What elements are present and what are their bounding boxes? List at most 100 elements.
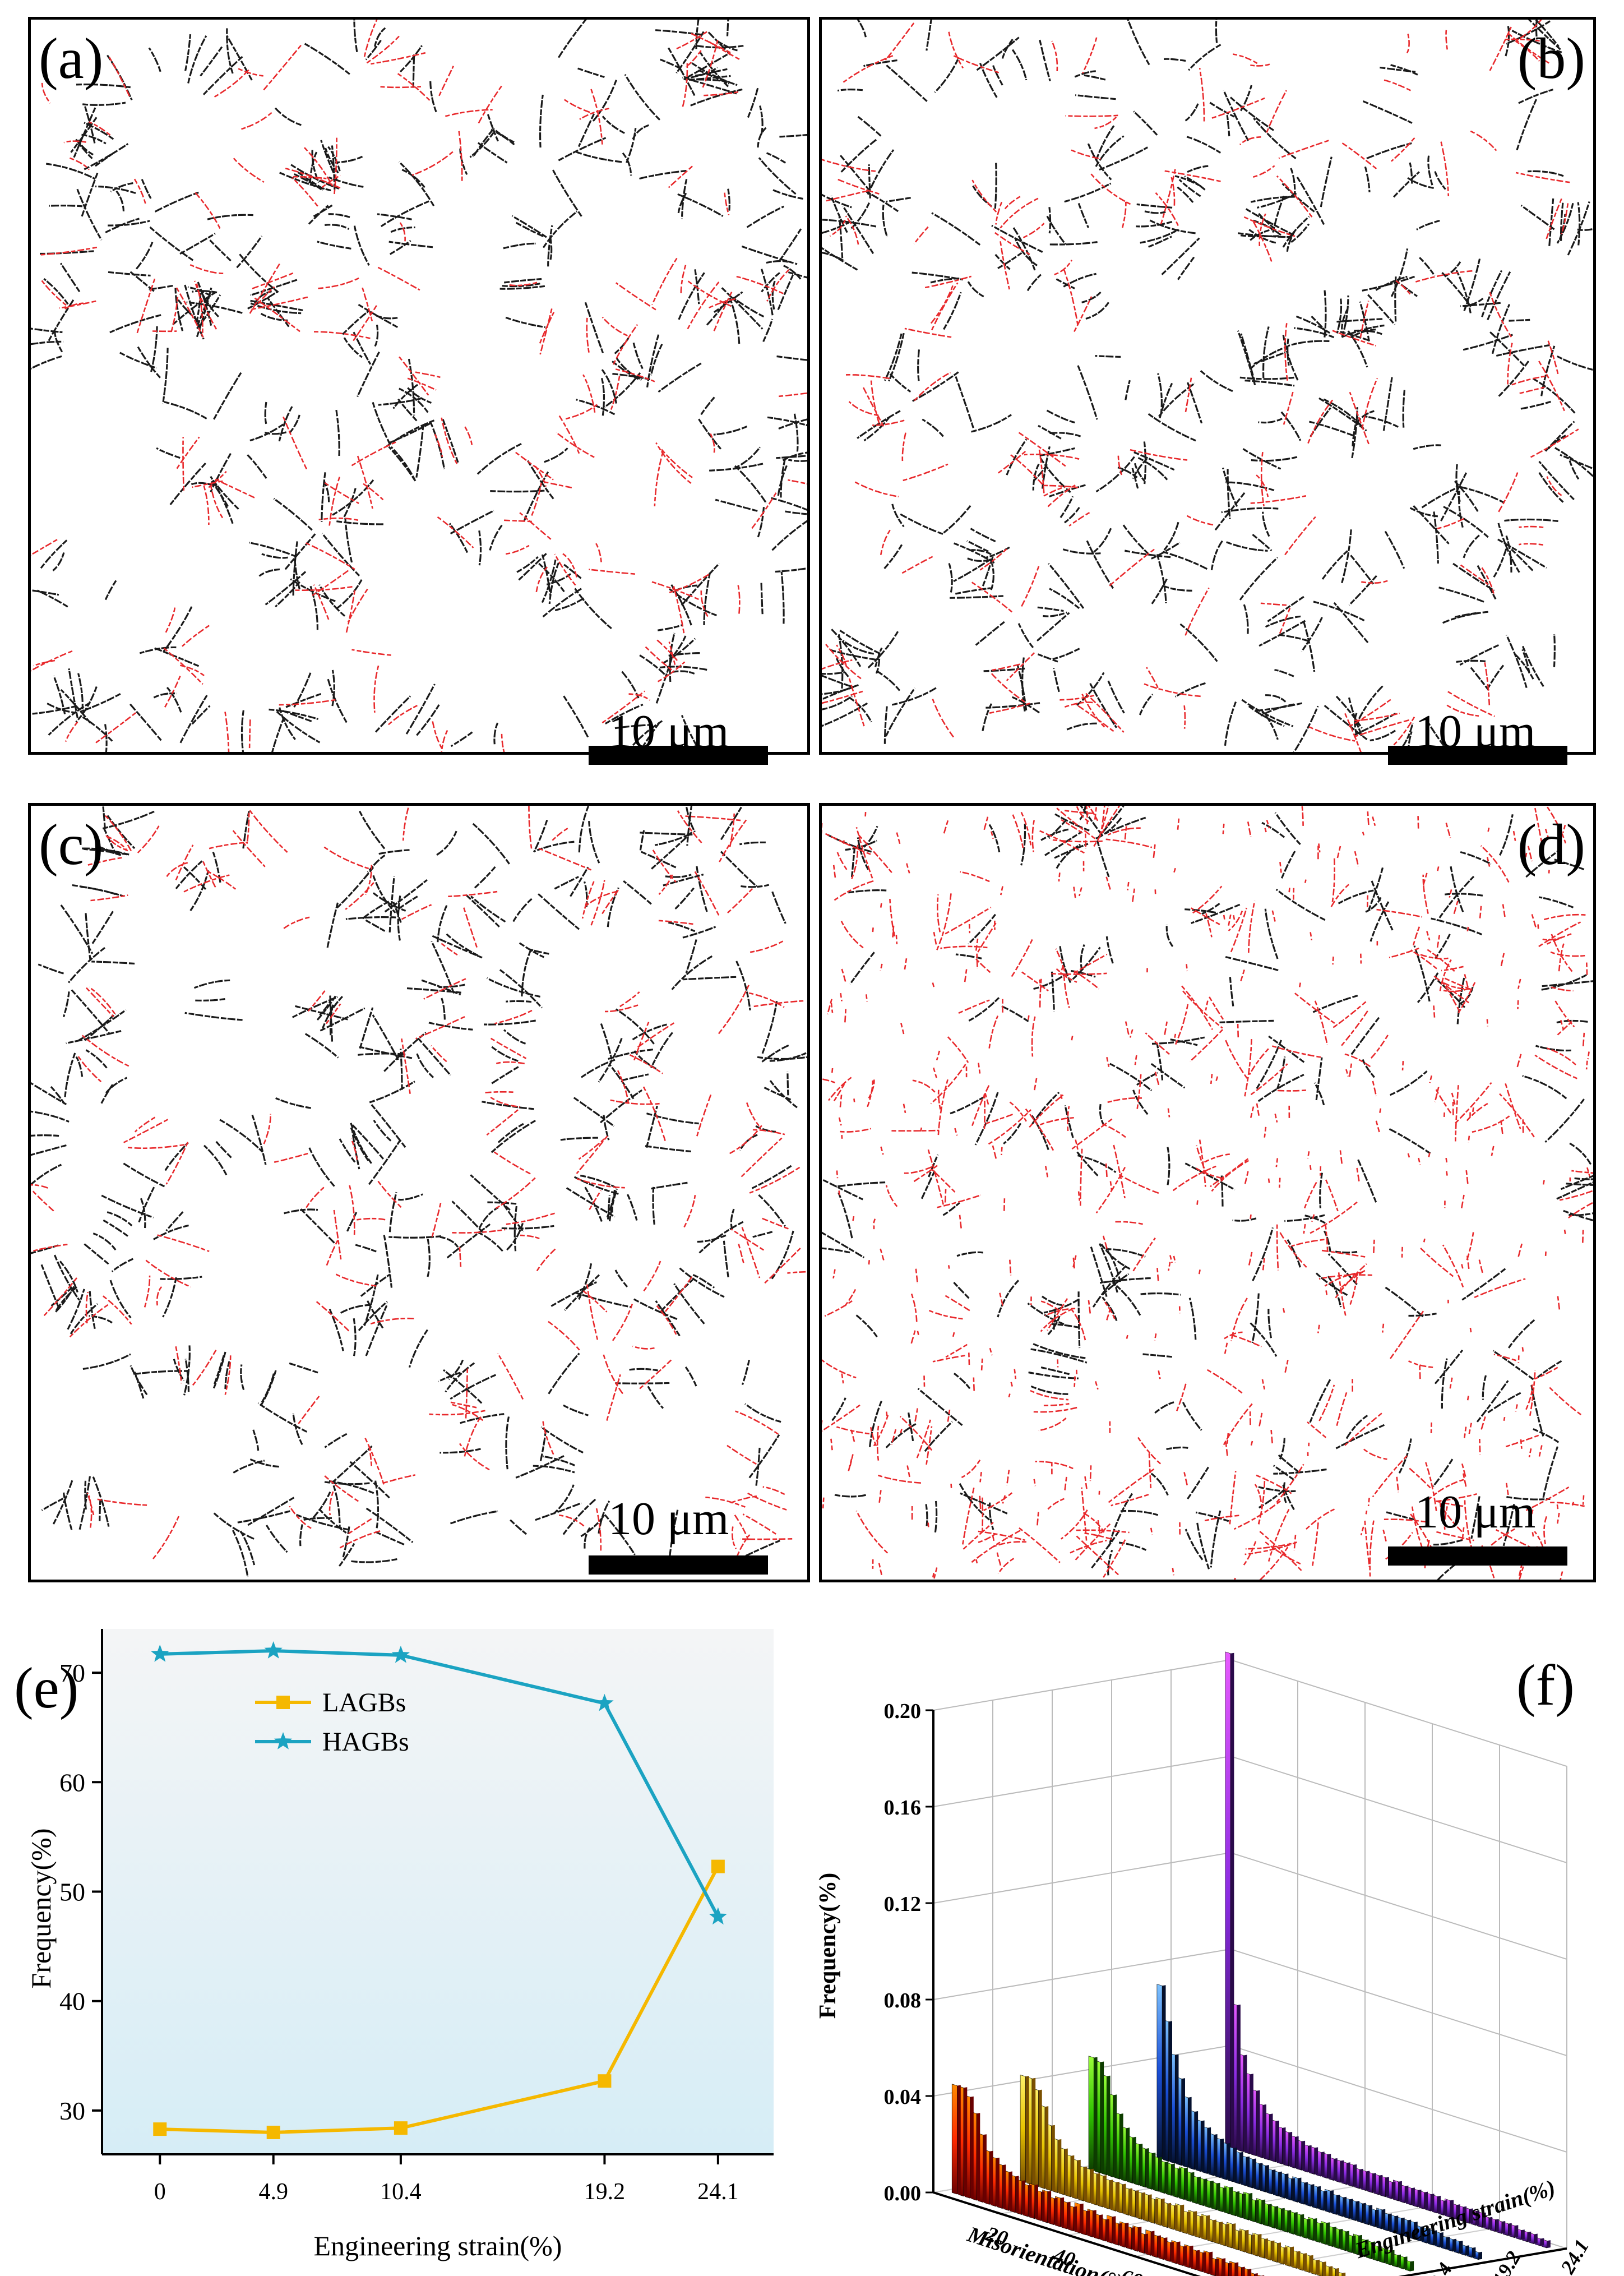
bar-side: [1151, 2153, 1156, 2190]
bar-side: [1282, 2127, 1286, 2164]
bar-side: [1090, 2168, 1094, 2203]
panel-label-d: (d): [1517, 812, 1585, 877]
data-point-LAGBs: [153, 2122, 167, 2136]
bar-side: [1128, 2188, 1132, 2215]
bar-side: [1321, 2152, 1325, 2177]
bar-side: [1294, 2212, 1298, 2235]
bar-side: [1271, 2240, 1275, 2260]
bar-side: [1099, 2214, 1103, 2240]
y-tick-label-e: 70: [59, 1659, 85, 1687]
bar-side: [1188, 2097, 1192, 2168]
y-tick-label-f: 24.1: [1556, 2236, 1594, 2276]
bar: [1156, 1984, 1163, 2160]
series-bars-4.9: [1020, 2074, 1346, 2276]
bar-side: [1314, 2147, 1318, 2175]
bar-side: [1206, 2215, 1210, 2240]
bar-side: [1256, 2090, 1260, 2156]
bar-side: [1381, 2209, 1386, 2229]
bar-side: [1174, 2205, 1178, 2230]
bar: [951, 2084, 957, 2195]
bar-side: [1334, 2158, 1338, 2181]
bar-side: [1521, 2229, 1525, 2240]
bar-side: [1540, 2238, 1544, 2246]
bar-side: [1259, 2163, 1263, 2190]
bar-side: [1391, 2250, 1395, 2265]
legend-marker-LAGBs: [276, 1696, 290, 1709]
panel-d: (d) 10 μm: [819, 803, 1596, 1582]
bar-side: [1158, 2157, 1162, 2192]
bar-side: [1366, 2171, 1370, 2191]
bar-side: [1345, 2231, 1349, 2251]
bar-side: [1332, 2227, 1336, 2247]
bar-side: [1214, 2134, 1218, 2176]
bar-side: [1482, 2212, 1486, 2228]
bar-side: [1534, 2233, 1538, 2244]
bar-side: [1144, 2233, 1148, 2254]
bar-side: [1316, 2259, 1320, 2275]
bar-side: [989, 2150, 993, 2205]
bar-side: [1388, 2213, 1392, 2231]
bar-side: [1284, 2247, 1288, 2265]
z-tick-label-f: 0.00: [884, 2182, 922, 2205]
bar-side: [1295, 2136, 1299, 2168]
bar-side: [1118, 2223, 1122, 2246]
y-tick-label-e: 60: [59, 1768, 85, 1797]
z-tick-label-f: 0.04: [884, 2085, 922, 2109]
bar-side: [1329, 2266, 1333, 2276]
bar-side: [1265, 2165, 1269, 2192]
hagb-boundaries: [822, 806, 1593, 1580]
bar-side: [1478, 2251, 1482, 2260]
bar-side: [1310, 2255, 1313, 2273]
bar-side: [1236, 2191, 1239, 2216]
bar-side: [1125, 2222, 1129, 2247]
bar-side: [1322, 2261, 1326, 2276]
bar-side: [1508, 2223, 1512, 2236]
bar-side: [1269, 2113, 1273, 2160]
bar-side: [1254, 2273, 1258, 2276]
panel-a: (a) 10 μm: [28, 17, 810, 755]
bar-side: [1067, 2201, 1071, 2229]
bar-side: [1197, 2176, 1201, 2204]
bar-side: [1275, 2120, 1279, 2162]
bar-side: [1215, 2258, 1219, 2276]
bar-side: [1238, 2230, 1242, 2250]
bar-side: [1379, 2175, 1383, 2195]
bar-side: [1385, 2177, 1389, 2197]
bar-side: [957, 2085, 961, 2195]
bar-side: [1248, 2192, 1253, 2220]
bar-side: [1213, 2219, 1216, 2242]
bar-side: [1459, 2241, 1463, 2254]
bar-side: [1330, 2190, 1334, 2213]
bar-side: [1178, 2168, 1182, 2198]
z-axis-label-f: Frequency(%): [815, 1873, 841, 2019]
bar-side: [1362, 2203, 1366, 2223]
bar-side: [1161, 2198, 1165, 2226]
panel-label-a: (a): [39, 26, 104, 91]
z-tick-label-f: 0.12: [884, 1892, 922, 1916]
bar-side: [1246, 2156, 1250, 2186]
bar-side: [1157, 2235, 1161, 2258]
bar-side: [1113, 2094, 1117, 2177]
bar-side: [1170, 2242, 1174, 2262]
z-tick-label-f: 0.08: [884, 1989, 922, 2012]
bar-side: [1228, 2263, 1232, 2276]
bar-side: [1057, 2139, 1062, 2193]
bar-side: [1394, 2215, 1399, 2233]
bar-side: [1340, 2160, 1344, 2183]
bar-side: [1410, 2261, 1414, 2272]
bar-side: [1219, 2222, 1223, 2244]
bar-side: [1119, 2113, 1123, 2180]
bar-side: [1353, 2164, 1357, 2187]
bar-side: [1181, 2078, 1185, 2166]
bar-side: [1077, 2159, 1081, 2199]
y-tick-label-e: 40: [59, 1987, 85, 2016]
plot-area-e: [102, 1629, 774, 2154]
bar-side: [1073, 2206, 1077, 2231]
bar-side: [1086, 2210, 1090, 2236]
data-point-LAGBs: [711, 1859, 725, 1873]
bar-side: [1252, 2158, 1256, 2189]
bar-side: [1291, 2178, 1295, 2200]
bar-side: [1355, 2201, 1360, 2221]
bar-side: [1308, 2145, 1312, 2173]
bar-side: [1191, 2172, 1195, 2202]
